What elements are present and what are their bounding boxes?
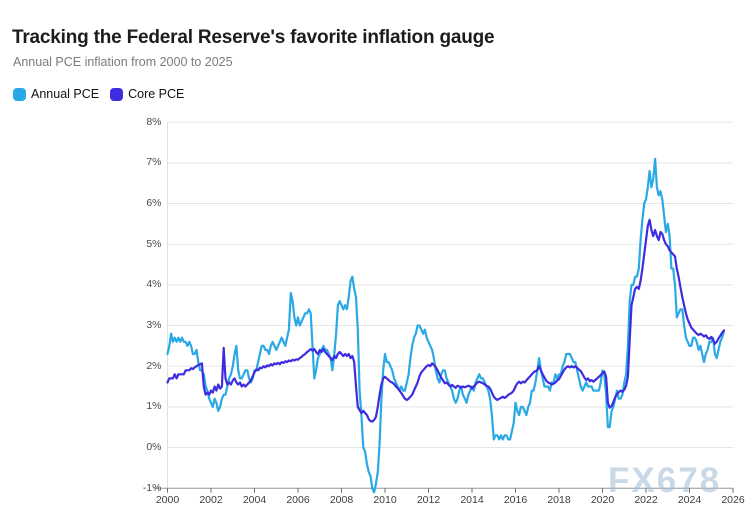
legend-label-core-pce: Core PCE — [128, 87, 185, 101]
legend: Annual PCE Core PCE — [13, 87, 184, 101]
annual-pce-swatch-icon — [13, 87, 26, 101]
chart-subtitle: Annual PCE inflation from 2000 to 2025 — [13, 55, 233, 69]
core-pce-swatch-icon — [110, 87, 124, 101]
watermark: FX678 — [608, 461, 722, 500]
page-title: Tracking the Federal Reserve's favorite … — [12, 27, 495, 48]
legend-item-annual-pce: Annual PCE — [13, 87, 99, 101]
series-line-core-pce — [166, 218, 726, 423]
legend-item-core-pce: Core PCE — [110, 87, 184, 101]
legend-label-annual-pce: Annual PCE — [31, 87, 100, 101]
series-line-annual-pce — [166, 157, 726, 494]
